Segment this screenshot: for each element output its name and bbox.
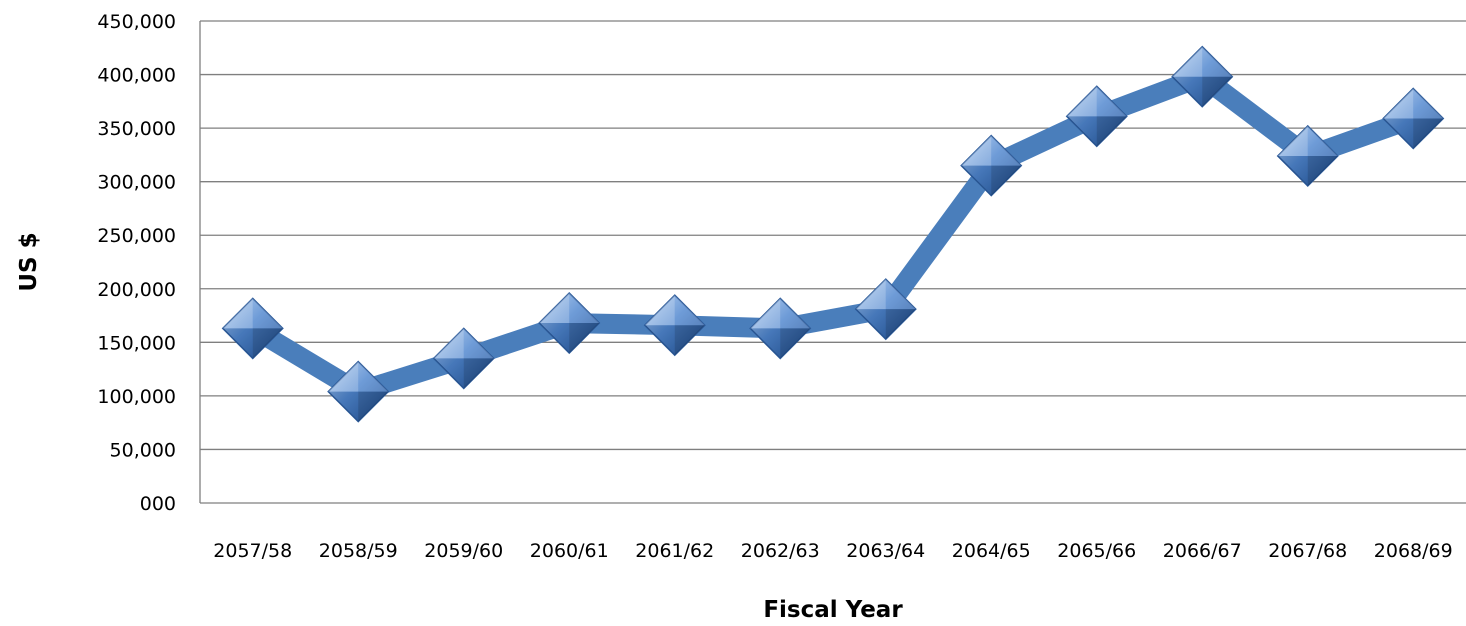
x-tick-label: 2062/63	[741, 540, 820, 562]
data-point-marker	[1171, 45, 1234, 108]
x-tick-label: 2064/65	[952, 540, 1031, 562]
series-line-path	[242, 66, 1424, 402]
data-point-marker	[538, 291, 601, 355]
series-markers	[221, 45, 1445, 423]
data-point-marker	[854, 278, 917, 341]
x-axis-title: Fiscal Year	[763, 597, 903, 623]
x-tick-label: 2058/59	[319, 540, 398, 562]
gridlines	[199, 20, 1466, 504]
y-tick-label: 50,000	[110, 439, 176, 461]
y-axis-title: US $	[16, 232, 42, 291]
data-point-marker	[327, 360, 390, 423]
y-tick-label: 000	[140, 493, 176, 515]
y-tick-label: 250,000	[97, 225, 176, 247]
data-point-marker	[643, 294, 706, 357]
x-tick-label: 2061/62	[635, 540, 714, 562]
x-tick-label: 2063/64	[846, 540, 925, 562]
y-tick-label: 150,000	[97, 332, 176, 354]
data-point-marker	[1276, 124, 1339, 188]
x-axis-tick-labels: 2057/58 2058/59 2059/60 2060/61 2061/62 2062/…	[213, 540, 1452, 562]
x-tick-label: 2060/61	[530, 540, 609, 562]
y-tick-label: 200,000	[97, 279, 176, 301]
y-tick-label: 350,000	[97, 118, 176, 140]
x-tick-label: 2059/60	[424, 540, 503, 562]
x-tick-label: 2068/69	[1374, 540, 1453, 562]
data-point-marker	[432, 327, 495, 390]
x-tick-label: 2057/58	[213, 540, 292, 562]
data-point-marker	[1065, 85, 1128, 148]
y-tick-label: 450,000	[97, 11, 176, 33]
data-point-marker	[749, 297, 812, 360]
data-point-marker	[221, 297, 284, 360]
series-line	[242, 66, 1424, 402]
x-tick-label: 2065/66	[1057, 540, 1136, 562]
data-point-marker	[960, 134, 1023, 197]
y-axis-tick-labels: 000 50,000 100,000 150,000 200,000 250,000 300…	[97, 11, 176, 515]
data-point-marker	[1382, 87, 1445, 150]
x-tick-label: 2066/67	[1163, 540, 1242, 562]
x-tick-label: 2067/68	[1268, 540, 1347, 562]
y-tick-label: 100,000	[97, 386, 176, 408]
y-tick-label: 400,000	[97, 65, 176, 87]
y-tick-label: 300,000	[97, 172, 176, 194]
